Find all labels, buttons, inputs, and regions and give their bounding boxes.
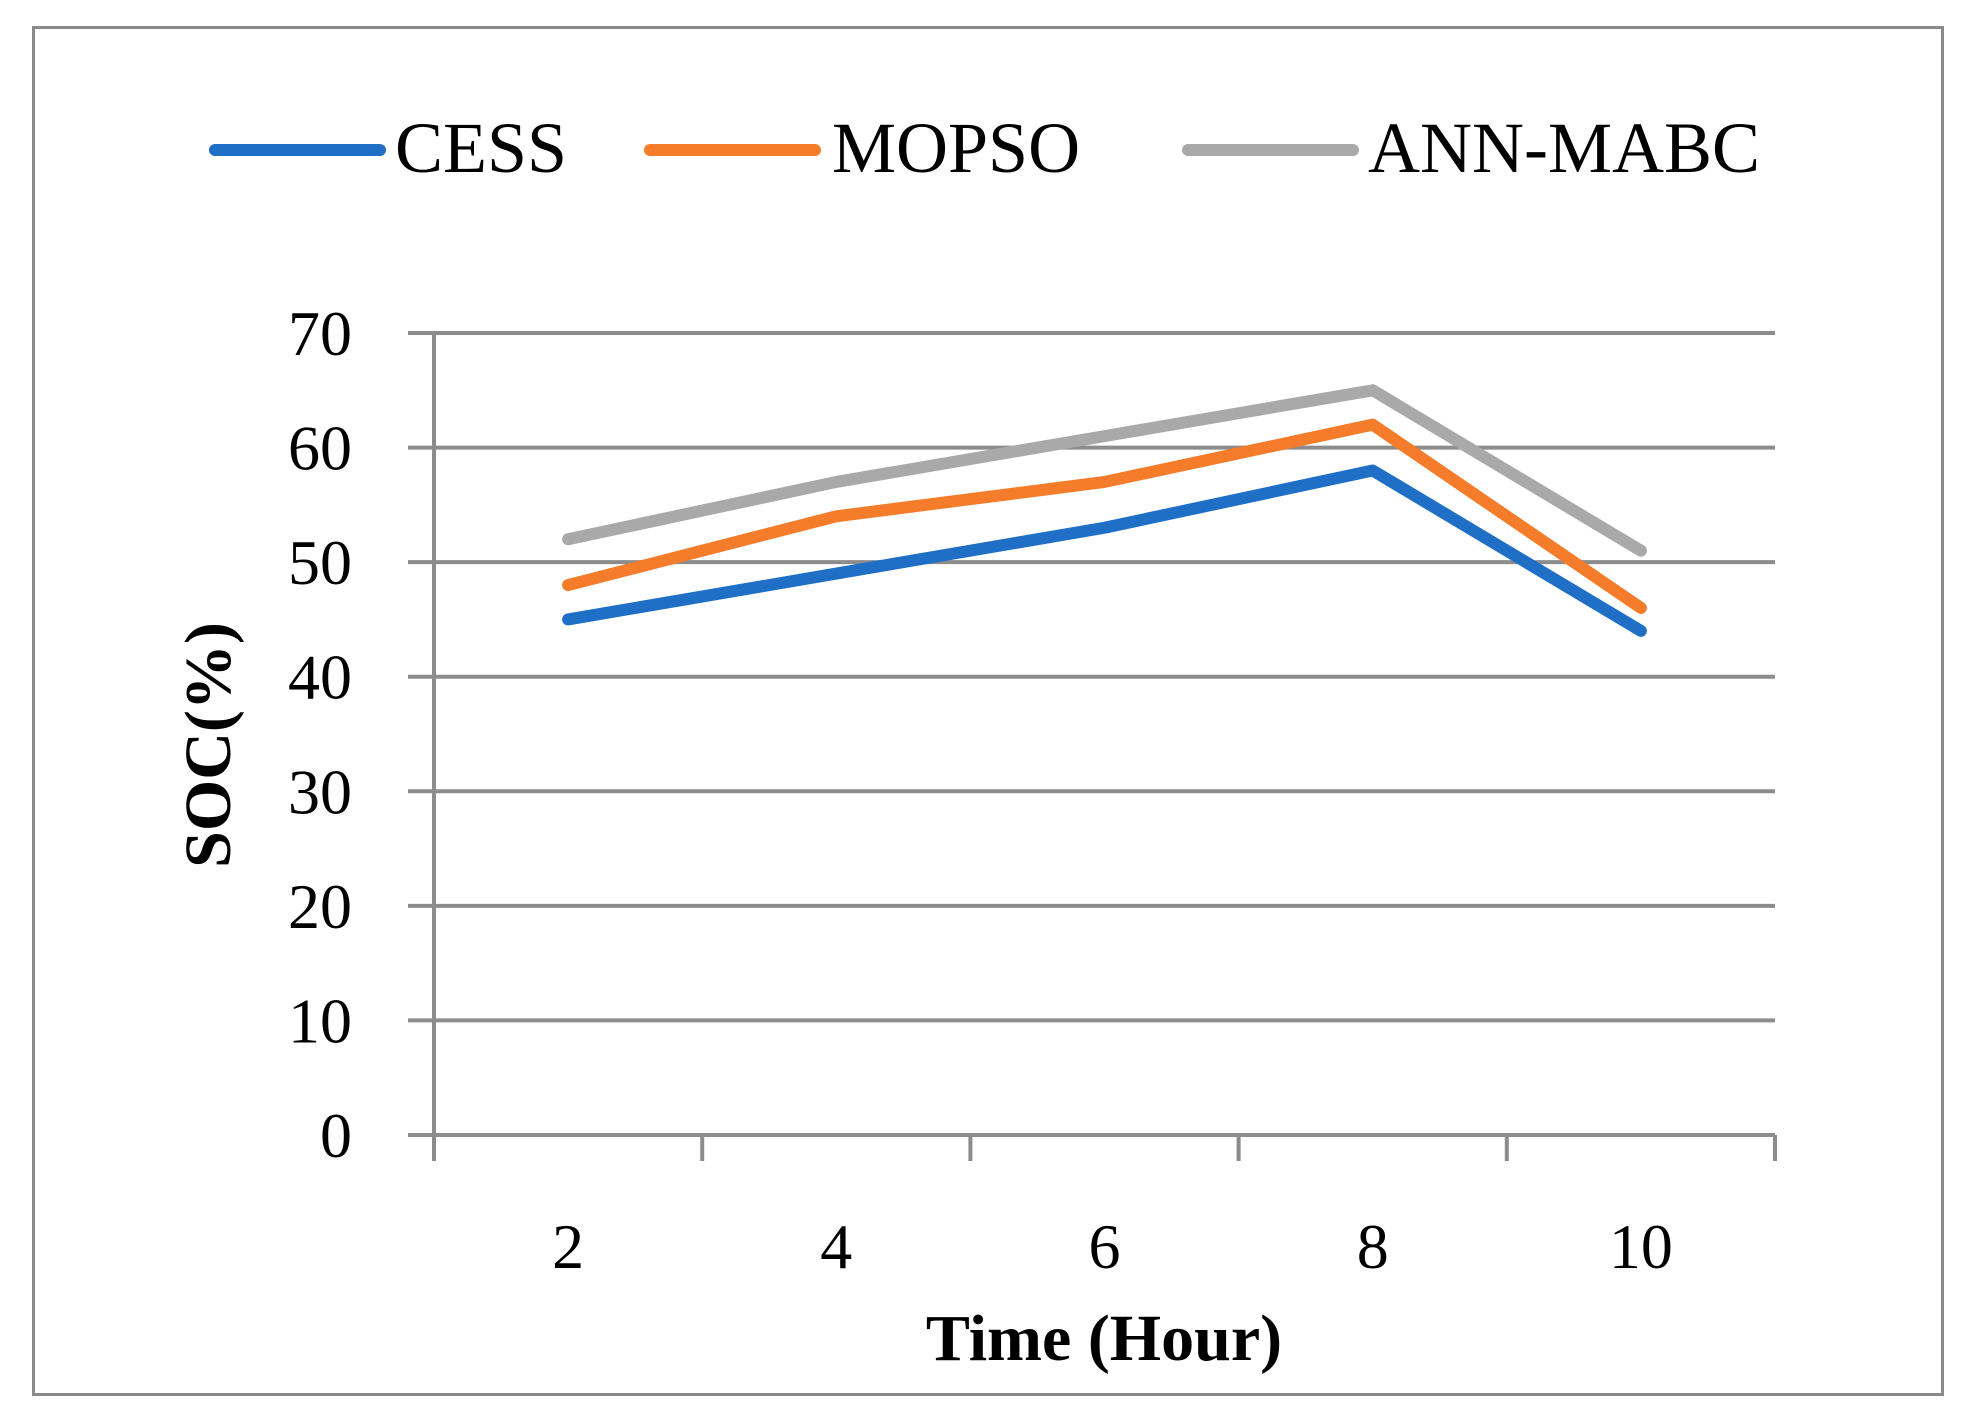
data-point-ann-mabc-2 — [567, 538, 570, 541]
y-tick-label-10: 10 — [288, 985, 352, 1056]
y-tick-label-40: 40 — [288, 642, 352, 713]
legend: CESS MOPSO ANN-MABC — [209, 108, 1760, 188]
x-tick-label-8: 8 — [1357, 1211, 1389, 1282]
data-point-cess-8 — [1371, 469, 1374, 472]
y-tick-label-70: 70 — [288, 298, 352, 369]
legend-label-cess: CESS — [395, 108, 567, 188]
data-point-ann-mabc-8 — [1371, 389, 1374, 392]
y-tick-label-60: 60 — [288, 413, 352, 484]
x-tick-labels: 2 4 6 8 10 — [552, 1211, 1673, 1282]
series-lines — [562, 384, 1647, 637]
data-point-mopso-8 — [1371, 423, 1374, 426]
chart-frame — [32, 26, 1944, 1396]
legend-label-ann-mabc: ANN-MABC — [1368, 108, 1760, 188]
data-point-ann-mabc-6 — [1103, 435, 1106, 438]
data-point-mopso-10 — [1639, 606, 1642, 609]
y-tick-labels: 0 10 20 30 40 50 60 70 — [288, 298, 352, 1171]
x-tick-label-6: 6 — [1089, 1211, 1121, 1282]
data-point-mopso-6 — [1103, 480, 1106, 483]
x-tick-label-2: 2 — [552, 1211, 584, 1282]
y-tick-label-0: 0 — [320, 1100, 352, 1171]
data-point-cess-10 — [1639, 629, 1642, 632]
data-point-cess-2 — [567, 618, 570, 621]
y-axis-title: SOC(%) — [172, 622, 245, 868]
data-point-cess-4 — [835, 572, 838, 575]
axes — [408, 333, 1777, 1161]
data-point-ann-mabc-10 — [1639, 549, 1642, 552]
data-point-cess-6 — [1103, 526, 1106, 529]
y-tick-label-30: 30 — [288, 756, 352, 827]
x-axis-title: Time (Hour) — [926, 1302, 1282, 1375]
x-tick-label-10: 10 — [1609, 1211, 1673, 1282]
data-point-mopso-2 — [567, 584, 570, 587]
y-tick-label-50: 50 — [288, 527, 352, 598]
data-point-ann-mabc-4 — [835, 480, 838, 483]
data-point-mopso-4 — [835, 515, 838, 518]
legend-label-mopso: MOPSO — [832, 108, 1080, 188]
y-tick-label-20: 20 — [288, 871, 352, 942]
x-tick-label-4: 4 — [820, 1211, 852, 1282]
